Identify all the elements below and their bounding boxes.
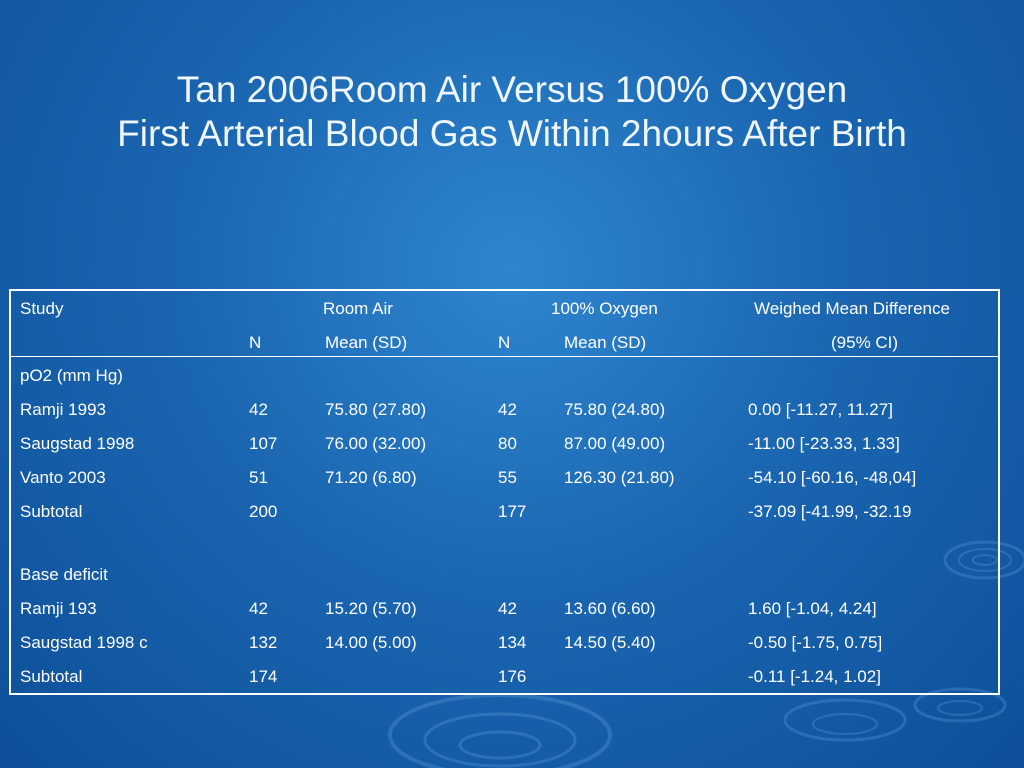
header-n-room-air: N (249, 333, 262, 352)
table-cell-wmd: -0.50 [-1.75, 0.75] (748, 633, 883, 652)
title-line-1: Tan 2006Room Air Versus 100% Oxygen (176, 69, 848, 110)
header-room-air: Room Air (323, 299, 393, 318)
table-cell-wmd: 1.60 [-1.04, 4.24] (748, 599, 877, 618)
table-cell-mean2: 13.60 (6.60) (564, 599, 656, 618)
table-cell-mean1: 14.00 (5.00) (325, 633, 417, 652)
data-table: Study Room Air 100% Oxygen Weighed Mean … (9, 289, 1000, 695)
table-cell-mean1: 76.00 (32.00) (325, 434, 427, 453)
table-cell-n2: 134 (498, 633, 527, 652)
table-cell-wmd: -11.00 [-23.33, 1.33] (748, 434, 900, 453)
table-cell-mean1: 15.20 (5.70) (325, 599, 417, 618)
table-cell-n1: 174 (249, 667, 278, 686)
table-cell-study: Saugstad 1998 (20, 434, 135, 453)
table-cell-n2: 42 (498, 599, 517, 618)
header-study: Study (20, 299, 64, 318)
table-cell-n2: 42 (498, 400, 517, 419)
table-cell-mean1: 75.80 (27.80) (325, 400, 427, 419)
title-line-2: First Arterial Blood Gas Within 2hours A… (117, 113, 907, 154)
table-cell-wmd: -54.10 [-60.16, -48,04] (748, 468, 917, 487)
header-oxygen: 100% Oxygen (551, 299, 658, 318)
header-wmd: Weighed Mean Difference (754, 299, 950, 318)
header-ci: (95% CI) (831, 333, 899, 352)
table-cell-wmd: -37.09 [-41.99, -32.19 (748, 502, 912, 521)
table-cell-mean2: 126.30 (21.80) (564, 468, 675, 487)
table-cell-study: Subtotal (20, 667, 83, 686)
table-cell-n1: 107 (249, 434, 278, 453)
table-cell-n1: 200 (249, 502, 278, 521)
table-cell-mean2: 14.50 (5.40) (564, 633, 656, 652)
table-cell-n2: 80 (498, 434, 517, 453)
header-separator (11, 356, 998, 357)
table-cell-study: Vanto 2003 (20, 468, 106, 487)
table-cell-mean2: 87.00 (49.00) (564, 434, 666, 453)
table-cell-n2: 176 (498, 667, 527, 686)
table-cell-wmd: 0.00 [-11.27, 11.27] (748, 400, 893, 419)
table-cell-n1: 42 (249, 400, 268, 419)
table-cell-study: Ramji 1993 (20, 400, 106, 419)
table-cell-n1: 42 (249, 599, 268, 618)
table-cell-n1: 51 (249, 468, 268, 487)
table-cell-wmd: -0.11 [-1.24, 1.02] (748, 667, 881, 686)
slide-title: Tan 2006Room Air Versus 100% Oxygen Firs… (0, 68, 1024, 156)
header-n-oxygen: N (498, 333, 511, 352)
table-cell-mean2: 75.80 (24.80) (564, 400, 666, 419)
table-cell-mean1: 71.20 (6.80) (325, 468, 417, 487)
header-mean-room-air: Mean (SD) (325, 333, 408, 352)
table-cell-study: Saugstad 1998 c (20, 633, 148, 652)
table-cell-n2: 177 (498, 502, 527, 521)
table-cell-study: Base deficit (20, 565, 108, 584)
table-cell-n2: 55 (498, 468, 517, 487)
table-cell-n1: 132 (249, 633, 278, 652)
table-cell-study: pO2 (mm Hg) (20, 366, 123, 385)
table-cell-study: Subtotal (20, 502, 83, 521)
header-mean-oxygen: Mean (SD) (564, 333, 647, 352)
table-cell-study: Ramji 193 (20, 599, 97, 618)
